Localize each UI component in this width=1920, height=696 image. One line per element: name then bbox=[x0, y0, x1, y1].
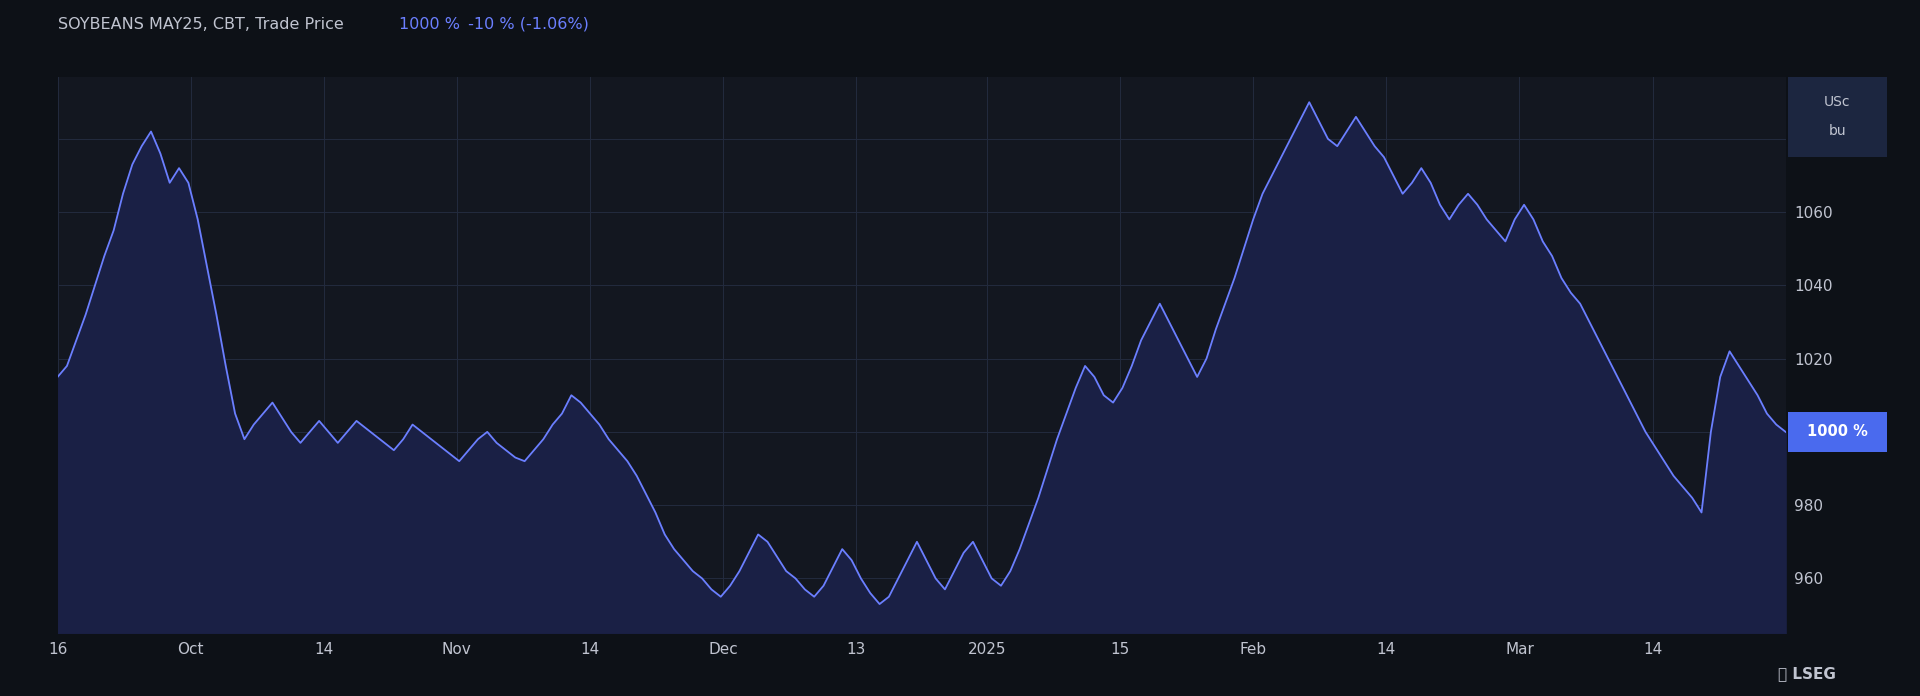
Text: bu: bu bbox=[1828, 124, 1847, 138]
Text: 1000 %: 1000 % bbox=[399, 17, 459, 32]
Text: 🏛 LSEG: 🏛 LSEG bbox=[1778, 666, 1836, 681]
Text: 1000 %: 1000 % bbox=[1807, 425, 1868, 439]
Text: SOYBEANS MAY25, CBT, Trade Price: SOYBEANS MAY25, CBT, Trade Price bbox=[58, 17, 344, 32]
Text: -10 % (-1.06%): -10 % (-1.06%) bbox=[463, 17, 589, 32]
Text: USc: USc bbox=[1824, 95, 1851, 109]
